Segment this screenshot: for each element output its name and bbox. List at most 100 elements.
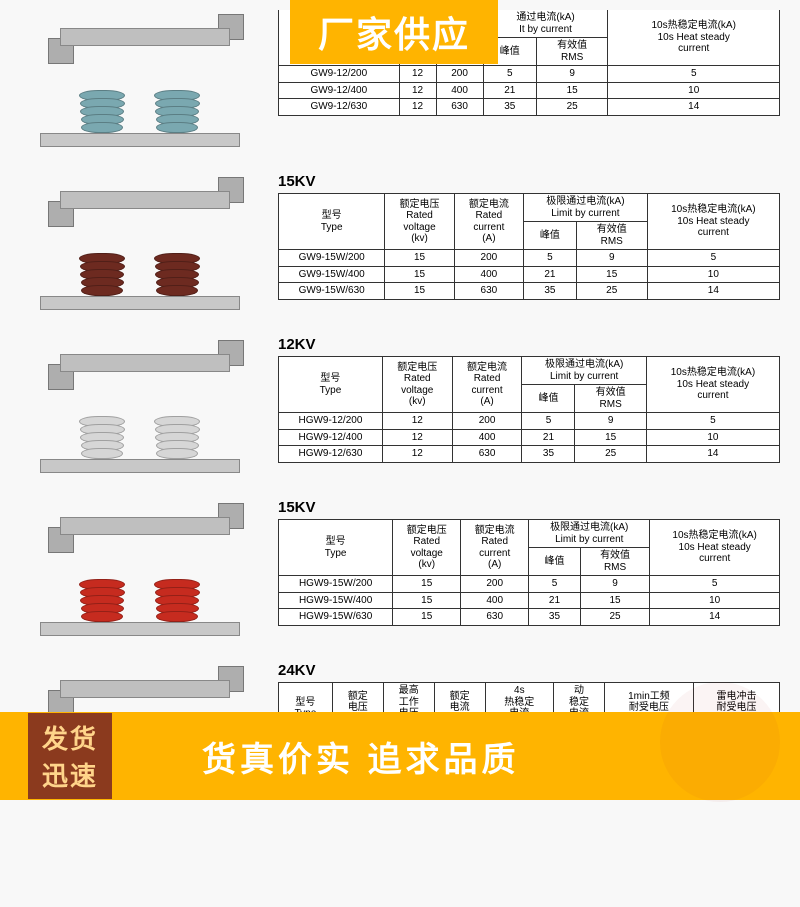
table-row: GW9-15W/20015200595	[279, 250, 780, 267]
col-subheader: 峰值	[522, 385, 575, 413]
table-cell: 12	[399, 99, 436, 116]
col-header: 型号Type	[279, 357, 383, 413]
table-row: HGW9-15W/63015630352514	[279, 609, 780, 626]
table-cell: GW9-12/200	[279, 66, 400, 83]
table-cell: 10	[650, 592, 780, 609]
table-cell: 35	[522, 446, 575, 463]
col-subheader: 峰值	[524, 222, 577, 250]
table-cell: 12	[382, 413, 452, 430]
col-header: 额定电压Ratedvoltage(kv)	[393, 520, 461, 576]
table-cell: 10	[646, 429, 779, 446]
top-badge: 厂家供应	[290, 0, 498, 64]
seal-decor	[660, 682, 780, 802]
table-cell: 35	[529, 609, 581, 626]
table-cell: HGW9-15W/200	[279, 576, 393, 593]
table-cell: 5	[524, 250, 577, 267]
section-title: 12KV	[278, 336, 780, 353]
col-subheader: 有效值RMS	[536, 38, 608, 66]
table-cell: 21	[529, 592, 581, 609]
table-cell: 200	[454, 250, 523, 267]
table-row: HGW9-12/20012200595	[279, 413, 780, 430]
table-cell: 14	[647, 283, 779, 300]
table-cell: 21	[524, 266, 577, 283]
col-header: 额定电压Ratedvoltage(kv)	[385, 194, 454, 250]
table-cell: 35	[524, 283, 577, 300]
table-cell: 400	[436, 82, 483, 99]
col-header: 10s热稳定电流(kA)10s Heat steadycurrent	[646, 357, 779, 413]
table-cell: 15	[385, 283, 454, 300]
col-header: 通过电流(kA)It by current	[483, 10, 608, 38]
table-cell: 9	[576, 250, 647, 267]
table-cell: 630	[452, 446, 522, 463]
table-block: 15KV型号Type额定电压Ratedvoltage(kv)额定电流Ratedc…	[278, 173, 780, 300]
table-header-row: 型号Type额定电压Ratedvoltage(kv)额定电流Ratedcurre…	[279, 357, 780, 385]
table-cell: 5	[646, 413, 779, 430]
table-cell: 12	[399, 66, 436, 83]
table-cell: HGW9-12/400	[279, 429, 383, 446]
table-row: HGW9-15W/40015400211510	[279, 592, 780, 609]
col-header: 极限通过电流(kA)Limit by current	[522, 357, 646, 385]
table-cell: HGW9-12/630	[279, 446, 383, 463]
spec-table: 型号Type额定电压Ratedvoltage(kv)额定电流Ratedcurre…	[278, 356, 780, 463]
table-row: HGW9-12/63012630352514	[279, 446, 780, 463]
table-cell: 15	[393, 592, 461, 609]
table-cell: 35	[483, 99, 536, 116]
table-cell: 15	[536, 82, 608, 99]
table-cell: 630	[436, 99, 483, 116]
table-cell: HGW9-15W/630	[279, 609, 393, 626]
table-cell: 15	[385, 266, 454, 283]
table-cell: 200	[436, 66, 483, 83]
table-cell: 15	[393, 609, 461, 626]
table-row: GW9-12/40012400211510	[279, 82, 780, 99]
table-cell: 15	[575, 429, 646, 446]
table-cell: 630	[454, 283, 523, 300]
table-cell: 200	[461, 576, 529, 593]
table-cell: HGW9-15W/400	[279, 592, 393, 609]
table-cell: 14	[650, 609, 780, 626]
product-illustration	[20, 10, 260, 155]
col-header: 型号Type	[279, 194, 385, 250]
table-row: GW9-12/63012630352514	[279, 99, 780, 116]
table-cell: 12	[382, 446, 452, 463]
table-cell: 15	[385, 250, 454, 267]
section-title: 24KV	[278, 662, 780, 679]
table-cell: 400	[461, 592, 529, 609]
table-cell: 14	[608, 99, 780, 116]
table-cell: GW9-12/400	[279, 82, 400, 99]
table-block: 12KV 型号Type额定电压Ratedvoltage(kv)额定电流Ratedc…	[278, 336, 780, 463]
footer-slogan: 货真价实 追求品质	[202, 732, 519, 781]
col-header: 10s热稳定电流(kA)10s Heat steadycurrent	[647, 194, 779, 250]
table-cell: 5	[608, 66, 780, 83]
table-cell: 5	[650, 576, 780, 593]
table-cell: 15	[393, 576, 461, 593]
table-cell: 15	[576, 266, 647, 283]
table-cell: 400	[452, 429, 522, 446]
section-title: 15KV	[278, 499, 780, 516]
col-header: 额定电压Ratedvoltage(kv)	[382, 357, 452, 413]
table-cell: 25	[536, 99, 608, 116]
table-cell: 15	[580, 592, 650, 609]
table-header-row: 型号Type额定电压Ratedvoltage(kv)额定电流Ratedcurre…	[279, 194, 780, 222]
table-cell: 200	[452, 413, 522, 430]
section-row: 12KV 型号Type额定电压Ratedvoltage(kv)额定电流Ratedc…	[20, 336, 780, 481]
product-illustration	[20, 173, 260, 318]
spec-table: 型号Type额定电压Ratedvoltage(kv)额定电流Ratedcurre…	[278, 519, 780, 626]
table-cell: 25	[575, 446, 646, 463]
table-cell: 5	[483, 66, 536, 83]
table-cell: 400	[454, 266, 523, 283]
spec-table: 型号Type额定电压Ratedvoltage(kv)额定电流Ratedcurre…	[278, 193, 780, 300]
table-row: HGW9-12/40012400211510	[279, 429, 780, 446]
table-cell: 630	[461, 609, 529, 626]
table-cell: 25	[576, 283, 647, 300]
col-header: 型号Type	[279, 520, 393, 576]
section-row: 15KV 型号Type额定电压Ratedvoltage(kv)额定电流Ratedc…	[20, 499, 780, 644]
table-cell: HGW9-12/200	[279, 413, 383, 430]
table-cell: 14	[646, 446, 779, 463]
table-cell: 25	[580, 609, 650, 626]
table-row: HGW9-15W/20015200595	[279, 576, 780, 593]
col-header: 10s热稳定电流(kA)10s Heat steadycurrent	[650, 520, 780, 576]
table-cell: 5	[529, 576, 581, 593]
table-cell: 9	[575, 413, 646, 430]
table-cell: 21	[483, 82, 536, 99]
col-header: 10s热稳定电流(kA)10s Heat steadycurrent	[608, 10, 780, 66]
